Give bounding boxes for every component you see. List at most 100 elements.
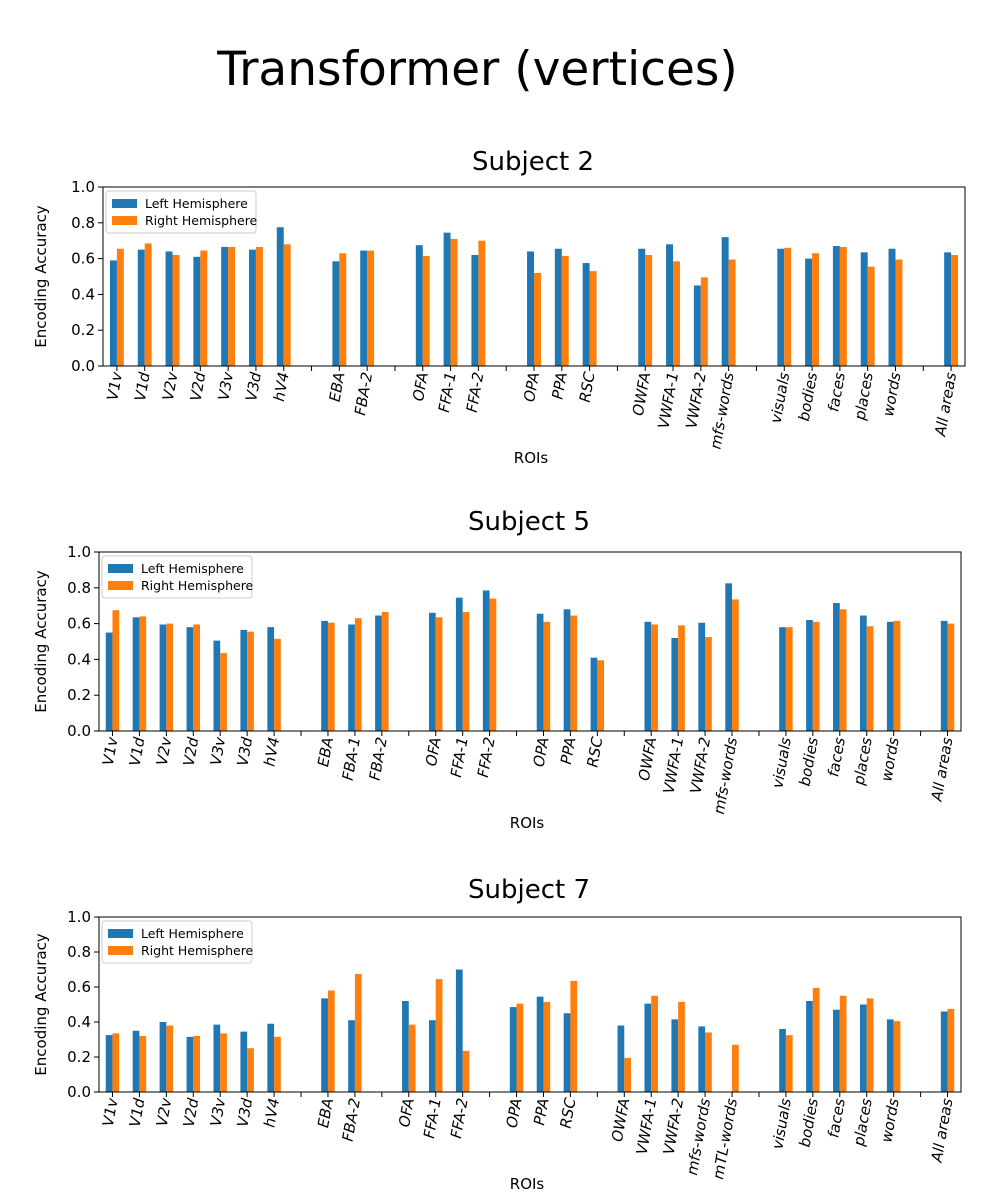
x-tick-label: OPA bbox=[503, 1095, 525, 1132]
x-tick-label: FBA-2 bbox=[339, 1095, 364, 1144]
x-tick-label: FFA-1 bbox=[420, 1095, 444, 1141]
bar-right-v1v bbox=[116, 248, 124, 366]
bar-left-all-areas bbox=[940, 620, 948, 731]
bar-left-mfs-words bbox=[721, 237, 729, 366]
bar-right-v3v bbox=[220, 653, 227, 731]
y-axis-label: Encoding Accuracy bbox=[32, 205, 50, 347]
bar-left-owfa bbox=[638, 248, 646, 366]
legend-label-left: Left Hemisphere bbox=[141, 561, 244, 576]
bar-left-bodies bbox=[806, 1001, 813, 1092]
legend-swatch-left bbox=[108, 929, 133, 938]
x-tick-label: RSC bbox=[576, 369, 598, 405]
x-tick-label: V2v bbox=[159, 369, 181, 403]
bar-right-owfa bbox=[651, 624, 658, 731]
x-tick-label: V3d bbox=[234, 734, 256, 769]
bar-left-opa bbox=[536, 613, 544, 731]
x-tick-label: FFA-2 bbox=[474, 734, 498, 780]
x-tick-label: All areas bbox=[928, 1095, 956, 1165]
legend-swatch-left bbox=[112, 199, 137, 208]
x-tick-label: V1d bbox=[126, 1095, 148, 1130]
bar-left-eba bbox=[332, 261, 340, 366]
bar-left-v3v bbox=[213, 1024, 221, 1093]
bar-right-rsc bbox=[570, 980, 578, 1093]
bar-left-rsc bbox=[582, 263, 590, 366]
bar-left-fba-2 bbox=[348, 1020, 355, 1092]
bar-left-vwfa-1 bbox=[644, 1003, 652, 1093]
x-axis-label: ROIs bbox=[510, 1175, 545, 1193]
x-tick-label: V1v bbox=[104, 369, 126, 403]
bar-right-v3v bbox=[220, 1033, 227, 1093]
bar-right-places bbox=[866, 626, 874, 731]
x-tick-label: FFA-1 bbox=[447, 734, 471, 780]
x-tick-label: V1v bbox=[99, 734, 121, 768]
x-tick-label: VWFA-1 bbox=[655, 369, 682, 432]
bar-right-hv4 bbox=[274, 1036, 281, 1093]
bar-left-opa bbox=[509, 1007, 517, 1093]
bar-right-visuals bbox=[785, 627, 793, 731]
x-tick-label: OFA bbox=[422, 734, 444, 770]
bar-left-hv4 bbox=[267, 1023, 275, 1092]
bar-left-v1v bbox=[105, 632, 113, 731]
x-tick-label: visuals bbox=[769, 734, 795, 791]
x-tick-label: OWFA bbox=[608, 1095, 633, 1145]
x-tick-label: OFA bbox=[409, 369, 431, 405]
bar-right-faces bbox=[839, 995, 847, 1092]
bar-left-v3d bbox=[240, 1031, 248, 1093]
y-axis-label: Encoding Accuracy bbox=[32, 570, 50, 712]
bar-right-v2d bbox=[193, 1036, 201, 1092]
legend-label-left: Left Hemisphere bbox=[145, 196, 248, 211]
x-tick-label: EBA bbox=[315, 734, 337, 770]
y-tick-label: 0.6 bbox=[67, 615, 91, 633]
y-tick-label: 0.2 bbox=[67, 686, 91, 704]
bar-right-all-areas bbox=[947, 1008, 955, 1093]
bar-right-bodies bbox=[812, 621, 820, 731]
bar-left-vwfa-1 bbox=[666, 244, 674, 366]
figure-title: Transformer (vertices) bbox=[217, 42, 738, 97]
bar-right-places bbox=[867, 266, 875, 366]
bar-right-v1v bbox=[112, 610, 120, 731]
plot-frame bbox=[98, 916, 962, 1093]
bar-left-owfa bbox=[617, 1025, 625, 1092]
bar-right-owfa bbox=[624, 1057, 632, 1093]
bar-left-bodies bbox=[805, 258, 813, 366]
x-tick-label: V2d bbox=[180, 1095, 202, 1130]
bar-right-v3v bbox=[228, 246, 236, 366]
bar-right-v1d bbox=[144, 243, 152, 366]
x-tick-label: hV4 bbox=[270, 369, 292, 404]
bar-left-rsc bbox=[590, 657, 598, 731]
chart-1: Subject 2 0.0 0.2 0.4 0.6 0.8 1.0 Encoding Accu… bbox=[32, 147, 966, 467]
bar-left-v2d bbox=[193, 256, 201, 366]
x-tick-label: VWFA-2 bbox=[683, 369, 710, 432]
bar-left-places bbox=[859, 615, 867, 731]
bar-right-all-areas bbox=[951, 255, 959, 366]
bar-right-ppa bbox=[543, 1001, 551, 1093]
bar-left-v3d bbox=[248, 249, 256, 366]
bar-left-v3d bbox=[240, 629, 248, 731]
bar-right-v2d bbox=[193, 624, 201, 731]
bar-right-eba bbox=[327, 990, 335, 1092]
y-tick-label: 0.8 bbox=[71, 214, 95, 232]
x-tick-label: hV4 bbox=[261, 1095, 283, 1130]
bar-right-ffa-2 bbox=[489, 598, 497, 731]
bar-left-fba-1 bbox=[348, 624, 355, 731]
legend-swatch-right bbox=[108, 946, 133, 955]
x-tick-label: places bbox=[850, 734, 875, 788]
x-tick-label: FFA-2 bbox=[463, 369, 487, 415]
bar-left-v3v bbox=[213, 640, 221, 731]
x-tick-label: visuals bbox=[769, 1095, 795, 1152]
x-tick-label: V2v bbox=[153, 734, 175, 768]
legend-swatch-right bbox=[108, 581, 133, 590]
x-tick-label: mTL-words bbox=[710, 1095, 741, 1182]
x-tick-label: OPA bbox=[530, 734, 552, 771]
bar-right-mfs-words bbox=[732, 599, 739, 731]
bar-right-all-areas bbox=[947, 623, 955, 731]
y-tick-label: 0.0 bbox=[67, 1083, 91, 1101]
chart-title: Subject 2 bbox=[472, 147, 594, 177]
legend: Left Hemisphere Right Hemisphere bbox=[105, 190, 258, 234]
bar-right-vwfa-2 bbox=[700, 277, 708, 366]
x-axis-label: ROIs bbox=[510, 814, 545, 832]
y-tick-label: 0.8 bbox=[67, 579, 91, 597]
bar-right-bodies bbox=[812, 987, 820, 1093]
bar-left-v2v bbox=[159, 624, 167, 731]
x-tick-label: OWFA bbox=[635, 734, 660, 784]
